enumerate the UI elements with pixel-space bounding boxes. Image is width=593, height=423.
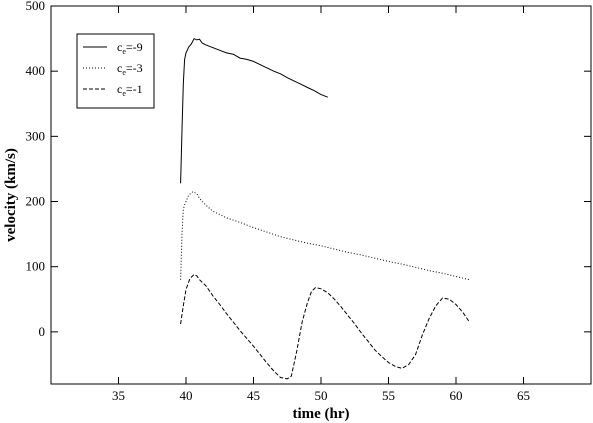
x-tick-label: 35 [112, 388, 125, 403]
x-tick-label: 40 [180, 388, 193, 403]
x-tick-label: 50 [315, 388, 328, 403]
x-tick-label: 60 [450, 388, 463, 403]
y-axis-title: velocity (km/s) [3, 148, 19, 242]
y-tick-label: 500 [26, 0, 46, 13]
series-line-1 [180, 37, 328, 184]
legend-label: ce=-9 [117, 40, 143, 56]
series-line-3 [180, 273, 470, 380]
legend-entry-1: ce=-9 [83, 40, 143, 56]
series-lines [180, 37, 470, 380]
legend-label: ce=-3 [117, 61, 143, 77]
x-axis-title: time (hr) [292, 406, 349, 422]
x-tick-label: 45 [247, 388, 260, 403]
y-tick-label: 200 [26, 194, 46, 209]
x-tick-label: 55 [382, 388, 395, 403]
series-line-2 [180, 191, 470, 281]
y-tick-label: 0 [39, 324, 46, 339]
y-tick-label: 100 [26, 259, 46, 274]
axis-ticks: 35 40 45 50 55 60 65 0 100 200 300 400 500 [26, 0, 591, 403]
legend: ce=-9 ce=-3 ce=-1 [76, 33, 155, 109]
legend-entry-2: ce=-3 [83, 61, 143, 77]
legend-label: ce=-1 [117, 82, 143, 98]
y-tick-label: 400 [26, 63, 46, 78]
x-tick-label: 65 [517, 388, 530, 403]
legend-box [76, 33, 155, 109]
y-tick-label: 300 [26, 128, 46, 143]
legend-entry-3: ce=-1 [83, 82, 143, 98]
